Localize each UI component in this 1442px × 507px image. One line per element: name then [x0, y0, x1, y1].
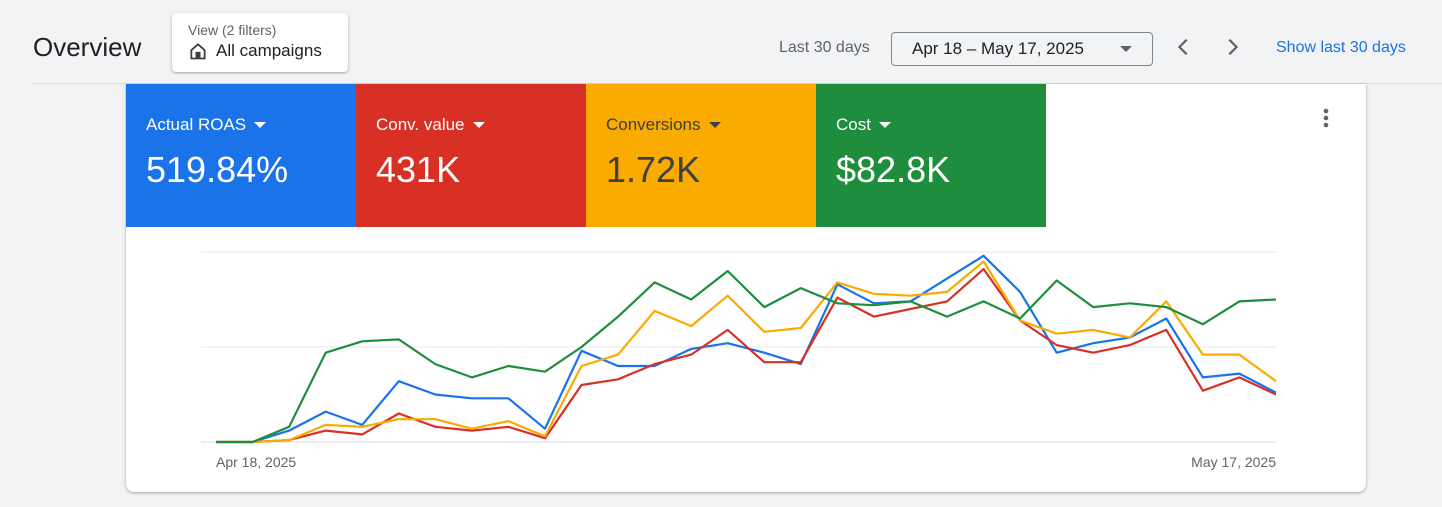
x-tick-end: May 17, 2025 — [1191, 454, 1276, 470]
date-range-select[interactable]: Apr 18 – May 17, 2025 — [891, 32, 1153, 66]
chevron-left-icon — [1177, 38, 1188, 56]
metric-value: 1.72K — [606, 149, 701, 190]
date-range-value: Apr 18 – May 17, 2025 — [912, 39, 1085, 58]
caret-down-icon — [878, 122, 891, 128]
metric-label: Conversions — [606, 115, 701, 134]
metric-label: Conv. value — [376, 115, 465, 134]
metric-tile-actual-roas[interactable]: Actual ROAS 519.84% — [126, 84, 356, 227]
building-icon — [190, 43, 206, 60]
metric-label: Actual ROAS — [146, 115, 247, 134]
metric-label: Cost — [836, 115, 871, 134]
series-line-actual-roas — [216, 254, 1277, 444]
series-line-conv-value — [216, 267, 1277, 444]
view-filter-value: All campaigns — [216, 41, 322, 60]
period-label: Last 30 days — [779, 39, 870, 56]
metric-tile-conv-value[interactable]: Conv. value 431K — [356, 84, 586, 227]
view-filter-label: View (2 filters) — [188, 22, 277, 38]
previous-period-button[interactable] — [1170, 33, 1198, 61]
x-tick-start: Apr 18, 2025 — [216, 454, 296, 470]
metric-tile-cost[interactable]: Cost $82.8K — [816, 84, 1046, 227]
next-period-button[interactable] — [1218, 33, 1246, 61]
caret-down-icon — [254, 122, 267, 128]
caret-down-icon — [708, 122, 721, 128]
more-options-button[interactable] — [1312, 104, 1340, 132]
page-title: Overview — [33, 32, 142, 62]
view-filter-button[interactable]: View (2 filters) All campaigns — [172, 13, 348, 72]
metric-value: 431K — [376, 149, 461, 190]
overview-card: Actual ROAS 519.84% Conv. value 431K Con… — [126, 84, 1366, 492]
more-vert-icon — [1323, 108, 1329, 128]
caret-down-icon — [1120, 46, 1132, 52]
performance-line-chart: Apr 18, 2025 May 17, 2025 — [201, 251, 1277, 470]
caret-down-icon — [472, 122, 485, 128]
metric-value: $82.8K — [836, 149, 951, 190]
metric-value: 519.84% — [146, 149, 289, 190]
series-line-cost — [216, 269, 1277, 444]
show-last-30-days-link[interactable]: Show last 30 days — [1276, 39, 1406, 56]
header-divider — [33, 83, 1442, 84]
chevron-right-icon — [1228, 38, 1239, 56]
metric-tile-conversions[interactable]: Conversions 1.72K — [586, 84, 816, 227]
series-line-conversions — [216, 260, 1277, 444]
